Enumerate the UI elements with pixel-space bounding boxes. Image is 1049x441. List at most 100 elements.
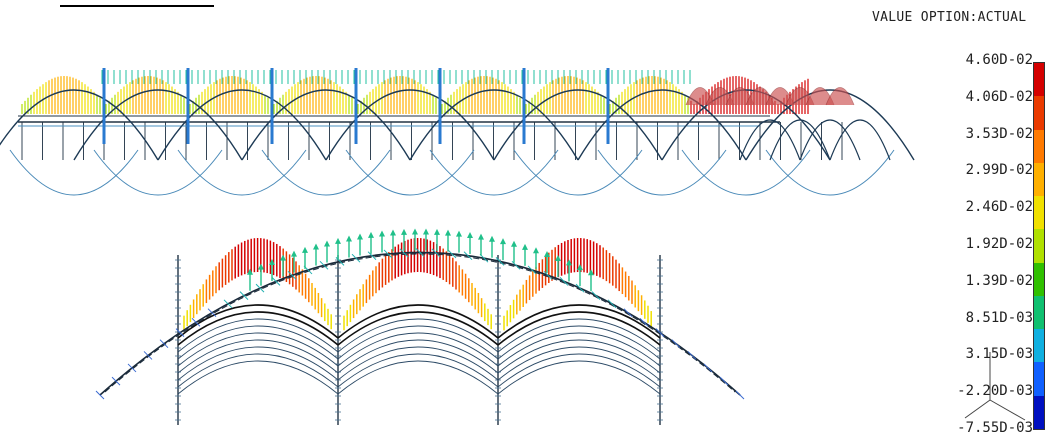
lower-arch	[513, 149, 643, 196]
arch-marker	[127, 363, 137, 373]
arrow-head	[467, 231, 473, 238]
lower-arch	[681, 149, 811, 196]
legend-label: 2.46D-02	[965, 199, 1033, 216]
arch-marker	[367, 251, 377, 261]
arrow-head	[258, 263, 264, 270]
arrow-head	[478, 233, 484, 240]
arrow-head	[390, 229, 396, 236]
inner-arch	[177, 339, 339, 374]
roof-arch	[829, 119, 891, 161]
arrow-head	[544, 250, 550, 257]
arch-marker	[591, 291, 601, 300]
inner-arch	[497, 346, 661, 381]
legend-label: -2.20D-03	[957, 383, 1033, 400]
arch-marker	[159, 339, 169, 349]
outer-arch	[104, 253, 736, 393]
roof-arch	[577, 89, 747, 161]
legend-color-swatch	[1034, 63, 1044, 97]
arrow-head	[335, 237, 341, 244]
roof-arch	[157, 89, 327, 161]
arrow-head	[522, 243, 528, 250]
lower-arch	[429, 149, 559, 196]
legend-label: 4.60D-02	[965, 52, 1033, 68]
arrow-head	[379, 230, 385, 237]
lower-arch	[597, 149, 727, 196]
arrow-head	[566, 259, 572, 266]
inner-arch	[337, 311, 499, 346]
arrow-head	[555, 255, 561, 262]
legend-color-swatch	[1034, 362, 1044, 397]
inner-arch	[177, 304, 339, 339]
arch-marker	[655, 328, 665, 338]
inner-arch	[497, 332, 661, 367]
inner-arch	[497, 353, 661, 388]
arch-marker	[687, 351, 697, 360]
inner-arch	[177, 325, 339, 360]
arch-marker	[287, 270, 297, 280]
arrow-head	[302, 246, 308, 253]
arrow-head	[434, 228, 440, 235]
arrow-head	[401, 228, 407, 235]
arch-marker	[383, 249, 393, 259]
axis-line	[964, 399, 991, 419]
lower-arch	[93, 149, 223, 196]
arch-marker	[271, 277, 281, 286]
arrow-head	[368, 231, 374, 238]
arrow-head	[291, 250, 297, 257]
inner-arch	[497, 360, 661, 395]
inner-arch	[337, 339, 499, 374]
arch-marker	[447, 249, 457, 259]
inner-arch	[337, 325, 499, 360]
legend-label: 8.51D-03	[965, 309, 1033, 326]
roof-arch	[799, 119, 861, 161]
arch-marker	[223, 299, 233, 309]
arch-marker	[351, 253, 361, 263]
arrow-head	[588, 269, 594, 276]
arrow-head	[511, 240, 517, 247]
arch-marker	[719, 376, 729, 386]
arrow-head	[346, 235, 352, 242]
inner-arch	[177, 311, 339, 346]
inner-arch	[337, 346, 499, 381]
arch-marker	[607, 299, 617, 309]
arrow-head	[489, 235, 495, 242]
lower-arch	[177, 149, 307, 196]
arch-marker	[543, 270, 553, 280]
roof-arch	[745, 89, 915, 161]
arch-marker	[111, 376, 121, 386]
arch-marker	[143, 351, 153, 360]
inner-arch	[497, 325, 661, 360]
inner-arch	[337, 353, 499, 388]
inner-arch	[497, 339, 661, 374]
legend-label: 1.92D-02	[965, 236, 1033, 252]
arrow-head	[247, 268, 253, 275]
roof-arch	[769, 119, 831, 161]
inner-arch	[337, 360, 499, 395]
arrow-head	[577, 264, 583, 271]
arch-marker	[255, 283, 265, 293]
inner-arch	[177, 332, 339, 367]
axis-line	[989, 399, 1026, 421]
arch-marker	[319, 260, 329, 270]
legend-label: -7.55D-03	[957, 420, 1033, 436]
title-underline	[60, 5, 214, 7]
legend-label: 3.53D-02	[965, 125, 1033, 142]
roof-arch	[739, 119, 801, 161]
arch-marker	[639, 317, 649, 327]
lower-arch	[765, 149, 895, 196]
legend-color-swatch	[1034, 162, 1044, 197]
value-option-label: VALUE OPTION:ACTUAL	[872, 10, 1027, 25]
arrow-head	[423, 228, 429, 235]
arch-marker	[95, 390, 105, 400]
inner-arch	[497, 304, 661, 339]
legend-label: 4.06D-02	[965, 88, 1033, 105]
color-legend-bar	[1033, 62, 1045, 430]
arch-marker	[431, 248, 441, 258]
arrow-head	[445, 229, 451, 236]
arrow-head	[500, 238, 506, 245]
inner-arch	[177, 360, 339, 395]
